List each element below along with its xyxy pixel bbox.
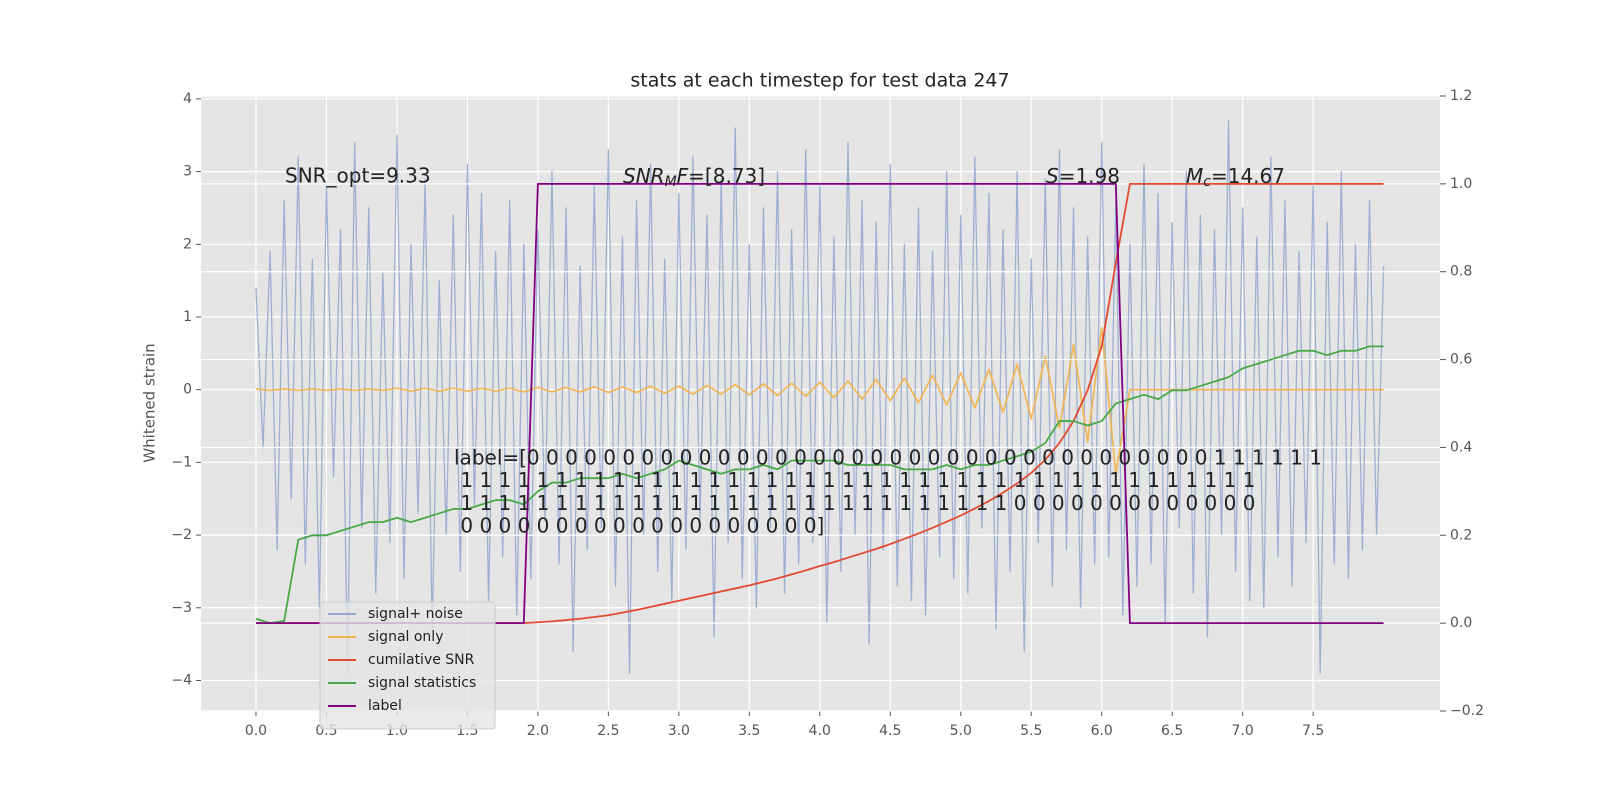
annotation-part: =[8.73] (688, 164, 765, 188)
x-tick-label: 5.0 (950, 723, 972, 739)
x-tick-label: 6.5 (1161, 723, 1183, 739)
annotations: SNR_opt=9.33 SNRMF=[8.73] S=1.98 Mc=14.67la… (285, 164, 1322, 538)
annotation-part: =14.67 (1211, 164, 1285, 188)
annotation-part: F (677, 164, 689, 188)
y2-tick-label: 1.0 (1450, 176, 1472, 192)
x-tick-label: 2.0 (527, 723, 549, 739)
label-annotation: label=[0 0 0 0 0 0 0 0 0 0 0 0 0 0 0 0 0… (454, 446, 1322, 470)
annotation: S=1.98 (1046, 164, 1120, 188)
x-tick-label: 5.5 (1020, 723, 1042, 739)
legend-label: signal only (368, 629, 443, 645)
y2-tick-label: 0.0 (1450, 615, 1472, 631)
left-series (255, 120, 1385, 674)
label-annotation: 1 1 1 1 1 1 1 1 1 1 1 1 1 1 1 1 1 1 1 1 … (454, 491, 1255, 515)
label-annotation: 1 1 1 1 1 1 1 1 1 1 1 1 1 1 1 1 1 1 1 1 … (454, 468, 1255, 492)
annotation-part: SNR (623, 164, 665, 188)
y2-tick-label: 0.4 (1450, 439, 1472, 455)
y-tick-label: 0 (183, 382, 192, 398)
y-tick-label: 3 (183, 164, 192, 180)
annotation: SNRMF=[8.73] (623, 164, 765, 191)
chart-title: stats at each timestep for test data 247 (630, 70, 1009, 92)
y-tick-label: 4 (183, 91, 192, 107)
y2-tick-label: 0.6 (1450, 352, 1472, 368)
legend-label: signal statistics (368, 675, 476, 691)
legend-label: label (368, 698, 402, 714)
legend: signal+ noise signal only cumilative SNR si… (319, 601, 496, 730)
x-tick-label: 4.5 (879, 723, 901, 739)
annotation-part: M (1186, 164, 1203, 188)
annotation-part: M (665, 174, 677, 190)
series-line (255, 327, 1384, 475)
x-tick-label: 0.0 (245, 723, 267, 739)
x-tick-label: 4.0 (809, 723, 831, 739)
y2-tick-label: −0.2 (1450, 703, 1484, 719)
annotation: SNR_opt=9.33 (285, 164, 431, 188)
series-line (255, 120, 1385, 674)
legend-box (319, 601, 496, 730)
y-tick-label: −2 (171, 527, 192, 543)
legend-label: signal+ noise (368, 606, 463, 622)
x-tick-label: 3.5 (738, 723, 760, 739)
x-tick-label: 2.5 (597, 723, 619, 739)
y2-tick-label: 1.2 (1450, 88, 1472, 104)
series-line (255, 345, 1384, 625)
label-annotation: 0 0 0 0 0 0 0 0 0 0 0 0 0 0 0 0 0 0 0] (454, 514, 824, 538)
y-axis-label: Whitened strain (141, 343, 159, 462)
y-tick-label: −4 (171, 672, 192, 688)
y-tick-label: 2 (183, 236, 192, 252)
y2-tick-label: 0.8 (1450, 264, 1472, 280)
y-tick-label: 1 (183, 309, 192, 325)
y-tick-label: −1 (171, 454, 192, 470)
annotation-part: =1.98 (1059, 164, 1120, 188)
x-tick-label: 6.0 (1091, 723, 1113, 739)
x-tick-label: 7.0 (1232, 723, 1254, 739)
y-tick-label: −3 (171, 600, 192, 616)
x-tick-label: 3.0 (668, 723, 690, 739)
legend-label: cumilative SNR (368, 652, 475, 668)
annotation-part: c (1203, 174, 1211, 190)
annotation: Mc=14.67 (1186, 164, 1285, 191)
x-tick-label: 7.5 (1302, 723, 1324, 739)
annotation-part: S (1046, 164, 1059, 188)
y2-tick-label: 0.2 (1450, 527, 1472, 543)
